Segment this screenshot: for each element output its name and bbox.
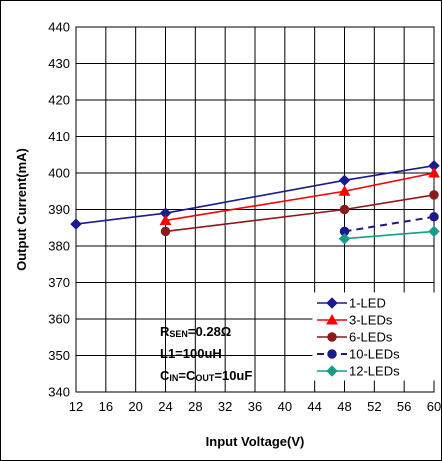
data-point [339,204,350,215]
series-line [75,164,435,225]
legend-marker [326,313,338,325]
legend-item: 6-LEDs [317,330,393,345]
series-10-leds [339,212,439,237]
legend-item: 12-LEDs [317,364,400,379]
x-tick-label: 40 [278,399,292,414]
y-tick-label: 400 [48,166,70,181]
legend-marker [326,297,338,309]
x-tick-label: 16 [99,399,113,414]
x-axis-title: Input Voltage(V) [206,434,305,449]
data-point [428,166,440,178]
x-tick-label: 12 [69,399,83,414]
legend-marker [326,365,338,377]
series-line [344,215,435,233]
series-12-leds [338,225,440,245]
x-tick-label: 24 [158,399,172,414]
data-point [338,232,351,245]
legend-marker [327,332,337,342]
y-tick-label: 390 [48,202,70,217]
legend: 1-LED 3-LEDs 6-LEDs 10-LEDs 12-LEDs [312,292,435,381]
x-tick-label: 48 [337,399,351,414]
series-3-leds [159,166,440,225]
legend-marker [327,349,337,359]
legend-item: 3-LEDs [317,313,393,328]
data-point [429,212,439,222]
annotation-capacitors: CIN=COUT=10uF [160,368,252,383]
y-tick-label: 370 [48,275,70,290]
x-tick-label: 20 [128,399,142,414]
x-tick-label: 28 [188,399,202,414]
y-tick-label: 440 [48,20,70,35]
legend-label: 10-LEDs [349,347,400,362]
y-tick-label: 340 [48,385,70,400]
x-tick-label: 32 [218,399,232,414]
y-tick-label: 380 [48,239,70,254]
y-tick-label: 410 [48,129,70,144]
x-tick-labels: 12 16 20 24 28 32 36 40 44 48 52 56 60 [69,399,441,414]
data-point [159,214,172,225]
y-axis-title: Output Current(mA) [14,148,29,271]
x-tick-label: 44 [307,399,321,414]
y-tick-label: 350 [48,348,70,363]
annotation-rsen: RSEN=0.28Ω [160,324,231,339]
legend-label: 6-LEDs [349,330,393,345]
data-point [338,185,351,196]
plot-area [75,26,435,393]
y-tick-label: 360 [48,312,70,327]
series-group [70,159,440,245]
y-tick-label: 420 [48,93,70,108]
series-line [344,230,435,240]
series-6-leds [160,190,439,237]
data-point [429,190,439,200]
x-tick-label: 56 [397,399,411,414]
series-line [165,172,435,222]
legend-item: 1-LED [317,296,386,311]
data-point [160,226,171,237]
x-tick-label: 52 [367,399,381,414]
y-tick-label: 430 [48,56,70,71]
legend-label: 3-LEDs [349,313,393,328]
y-tick-labels: 340 350 360 370 380 390 400 410 420 430 440 [48,20,70,400]
x-tick-label: 60 [427,399,441,414]
annotations: RSEN=0.28Ω L1=100uH CIN=COUT=10uF [160,324,252,383]
data-point [70,218,82,230]
legend-label: 12-LEDs [349,364,400,379]
annotation-inductor: L1=100uH [160,346,222,361]
data-point [338,174,351,187]
legend-label: 1-LED [349,296,386,311]
legend-item: 10-LEDs [317,347,400,362]
x-tick-label: 36 [248,399,262,414]
data-point [428,225,440,238]
